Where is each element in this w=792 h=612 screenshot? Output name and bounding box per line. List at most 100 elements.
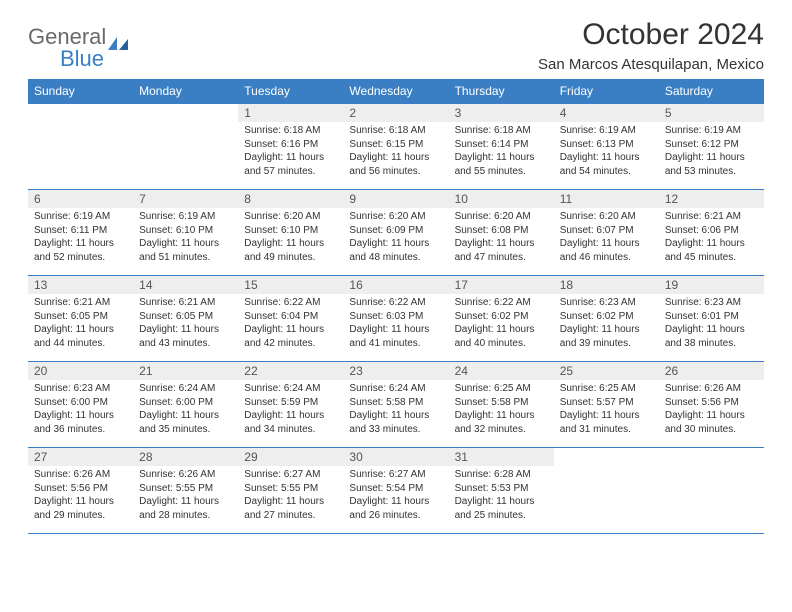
day-details: Sunrise: 6:26 AMSunset: 5:56 PMDaylight:… (659, 380, 764, 440)
daylight-text: Daylight: 11 hours and 34 minutes. (244, 409, 337, 436)
daylight-text: Daylight: 11 hours and 38 minutes. (665, 323, 758, 350)
calendar-day-cell: 29Sunrise: 6:27 AMSunset: 5:55 PMDayligh… (238, 448, 343, 534)
day-details: Sunrise: 6:22 AMSunset: 6:04 PMDaylight:… (238, 294, 343, 354)
calendar-day-cell: 4Sunrise: 6:19 AMSunset: 6:13 PMDaylight… (554, 104, 659, 190)
day-details: Sunrise: 6:19 AMSunset: 6:10 PMDaylight:… (133, 208, 238, 268)
day-details: Sunrise: 6:21 AMSunset: 6:05 PMDaylight:… (133, 294, 238, 354)
daylight-text: Daylight: 11 hours and 56 minutes. (349, 151, 442, 178)
sunset-text: Sunset: 6:00 PM (34, 396, 127, 410)
calendar-week-row: 20Sunrise: 6:23 AMSunset: 6:00 PMDayligh… (28, 362, 764, 448)
sunset-text: Sunset: 5:53 PM (455, 482, 548, 496)
day-details: Sunrise: 6:19 AMSunset: 6:13 PMDaylight:… (554, 122, 659, 182)
calendar-day-cell: 13Sunrise: 6:21 AMSunset: 6:05 PMDayligh… (28, 276, 133, 362)
day-details: Sunrise: 6:20 AMSunset: 6:10 PMDaylight:… (238, 208, 343, 268)
sunset-text: Sunset: 6:02 PM (455, 310, 548, 324)
sunrise-text: Sunrise: 6:19 AM (665, 124, 758, 138)
day-number: 15 (238, 276, 343, 294)
sunrise-text: Sunrise: 6:19 AM (139, 210, 232, 224)
calendar-day-cell: 23Sunrise: 6:24 AMSunset: 5:58 PMDayligh… (343, 362, 448, 448)
day-number (659, 448, 764, 466)
sunrise-text: Sunrise: 6:24 AM (244, 382, 337, 396)
sunset-text: Sunset: 6:06 PM (665, 224, 758, 238)
sunrise-text: Sunrise: 6:25 AM (455, 382, 548, 396)
day-number: 11 (554, 190, 659, 208)
day-number: 10 (449, 190, 554, 208)
day-number: 3 (449, 104, 554, 122)
daylight-text: Daylight: 11 hours and 32 minutes. (455, 409, 548, 436)
sunrise-text: Sunrise: 6:27 AM (244, 468, 337, 482)
sunset-text: Sunset: 6:13 PM (560, 138, 653, 152)
daylight-text: Daylight: 11 hours and 41 minutes. (349, 323, 442, 350)
day-number: 26 (659, 362, 764, 380)
location-subtitle: San Marcos Atesquilapan, Mexico (538, 56, 764, 73)
calendar-week-row: 1Sunrise: 6:18 AMSunset: 6:16 PMDaylight… (28, 104, 764, 190)
day-details: Sunrise: 6:23 AMSunset: 6:00 PMDaylight:… (28, 380, 133, 440)
day-details: Sunrise: 6:26 AMSunset: 5:55 PMDaylight:… (133, 466, 238, 526)
day-details: Sunrise: 6:27 AMSunset: 5:54 PMDaylight:… (343, 466, 448, 526)
weekday-header: Thursday (449, 79, 554, 104)
day-number: 9 (343, 190, 448, 208)
calendar-week-row: 13Sunrise: 6:21 AMSunset: 6:05 PMDayligh… (28, 276, 764, 362)
day-number: 25 (554, 362, 659, 380)
calendar-day-cell: 5Sunrise: 6:19 AMSunset: 6:12 PMDaylight… (659, 104, 764, 190)
sunrise-text: Sunrise: 6:19 AM (560, 124, 653, 138)
day-number: 5 (659, 104, 764, 122)
day-details: Sunrise: 6:24 AMSunset: 6:00 PMDaylight:… (133, 380, 238, 440)
daylight-text: Daylight: 11 hours and 44 minutes. (34, 323, 127, 350)
brand-logo: GeneralBlue (28, 18, 130, 72)
day-number: 12 (659, 190, 764, 208)
daylight-text: Daylight: 11 hours and 28 minutes. (139, 495, 232, 522)
sunset-text: Sunset: 5:54 PM (349, 482, 442, 496)
day-details: Sunrise: 6:18 AMSunset: 6:16 PMDaylight:… (238, 122, 343, 182)
calendar-day-cell: 30Sunrise: 6:27 AMSunset: 5:54 PMDayligh… (343, 448, 448, 534)
sunset-text: Sunset: 5:59 PM (244, 396, 337, 410)
calendar-day-cell: 14Sunrise: 6:21 AMSunset: 6:05 PMDayligh… (133, 276, 238, 362)
day-details: Sunrise: 6:19 AMSunset: 6:11 PMDaylight:… (28, 208, 133, 268)
calendar-day-cell: 7Sunrise: 6:19 AMSunset: 6:10 PMDaylight… (133, 190, 238, 276)
day-number: 22 (238, 362, 343, 380)
day-details: Sunrise: 6:27 AMSunset: 5:55 PMDaylight:… (238, 466, 343, 526)
calendar-day-cell: 6Sunrise: 6:19 AMSunset: 6:11 PMDaylight… (28, 190, 133, 276)
day-number: 21 (133, 362, 238, 380)
sunset-text: Sunset: 6:00 PM (139, 396, 232, 410)
calendar-week-row: 27Sunrise: 6:26 AMSunset: 5:56 PMDayligh… (28, 448, 764, 534)
day-details: Sunrise: 6:24 AMSunset: 5:58 PMDaylight:… (343, 380, 448, 440)
day-number: 27 (28, 448, 133, 466)
day-details: Sunrise: 6:21 AMSunset: 6:05 PMDaylight:… (28, 294, 133, 354)
daylight-text: Daylight: 11 hours and 25 minutes. (455, 495, 548, 522)
sunset-text: Sunset: 5:55 PM (244, 482, 337, 496)
sunrise-text: Sunrise: 6:26 AM (665, 382, 758, 396)
day-number (28, 104, 133, 122)
day-details: Sunrise: 6:22 AMSunset: 6:03 PMDaylight:… (343, 294, 448, 354)
day-details: Sunrise: 6:25 AMSunset: 5:57 PMDaylight:… (554, 380, 659, 440)
calendar-day-cell: 17Sunrise: 6:22 AMSunset: 6:02 PMDayligh… (449, 276, 554, 362)
daylight-text: Daylight: 11 hours and 51 minutes. (139, 237, 232, 264)
day-number: 28 (133, 448, 238, 466)
daylight-text: Daylight: 11 hours and 27 minutes. (244, 495, 337, 522)
sunset-text: Sunset: 6:05 PM (34, 310, 127, 324)
calendar-day-cell: 27Sunrise: 6:26 AMSunset: 5:56 PMDayligh… (28, 448, 133, 534)
day-number: 13 (28, 276, 133, 294)
day-number: 24 (449, 362, 554, 380)
calendar-day-cell: 21Sunrise: 6:24 AMSunset: 6:00 PMDayligh… (133, 362, 238, 448)
day-number: 18 (554, 276, 659, 294)
sunrise-text: Sunrise: 6:21 AM (139, 296, 232, 310)
calendar-day-cell: 12Sunrise: 6:21 AMSunset: 6:06 PMDayligh… (659, 190, 764, 276)
sunrise-text: Sunrise: 6:20 AM (560, 210, 653, 224)
day-details: Sunrise: 6:18 AMSunset: 6:14 PMDaylight:… (449, 122, 554, 182)
sunrise-text: Sunrise: 6:25 AM (560, 382, 653, 396)
calendar-day-cell: 31Sunrise: 6:28 AMSunset: 5:53 PMDayligh… (449, 448, 554, 534)
sunset-text: Sunset: 6:03 PM (349, 310, 442, 324)
sunset-text: Sunset: 5:58 PM (349, 396, 442, 410)
calendar-day-cell: 20Sunrise: 6:23 AMSunset: 6:00 PMDayligh… (28, 362, 133, 448)
day-details: Sunrise: 6:23 AMSunset: 6:02 PMDaylight:… (554, 294, 659, 354)
sunrise-text: Sunrise: 6:21 AM (34, 296, 127, 310)
day-details: Sunrise: 6:20 AMSunset: 6:07 PMDaylight:… (554, 208, 659, 268)
calendar-day-cell: 9Sunrise: 6:20 AMSunset: 6:09 PMDaylight… (343, 190, 448, 276)
calendar-day-cell: 3Sunrise: 6:18 AMSunset: 6:14 PMDaylight… (449, 104, 554, 190)
calendar-day-cell (133, 104, 238, 190)
sunrise-text: Sunrise: 6:22 AM (244, 296, 337, 310)
daylight-text: Daylight: 11 hours and 40 minutes. (455, 323, 548, 350)
day-details: Sunrise: 6:20 AMSunset: 6:08 PMDaylight:… (449, 208, 554, 268)
daylight-text: Daylight: 11 hours and 26 minutes. (349, 495, 442, 522)
